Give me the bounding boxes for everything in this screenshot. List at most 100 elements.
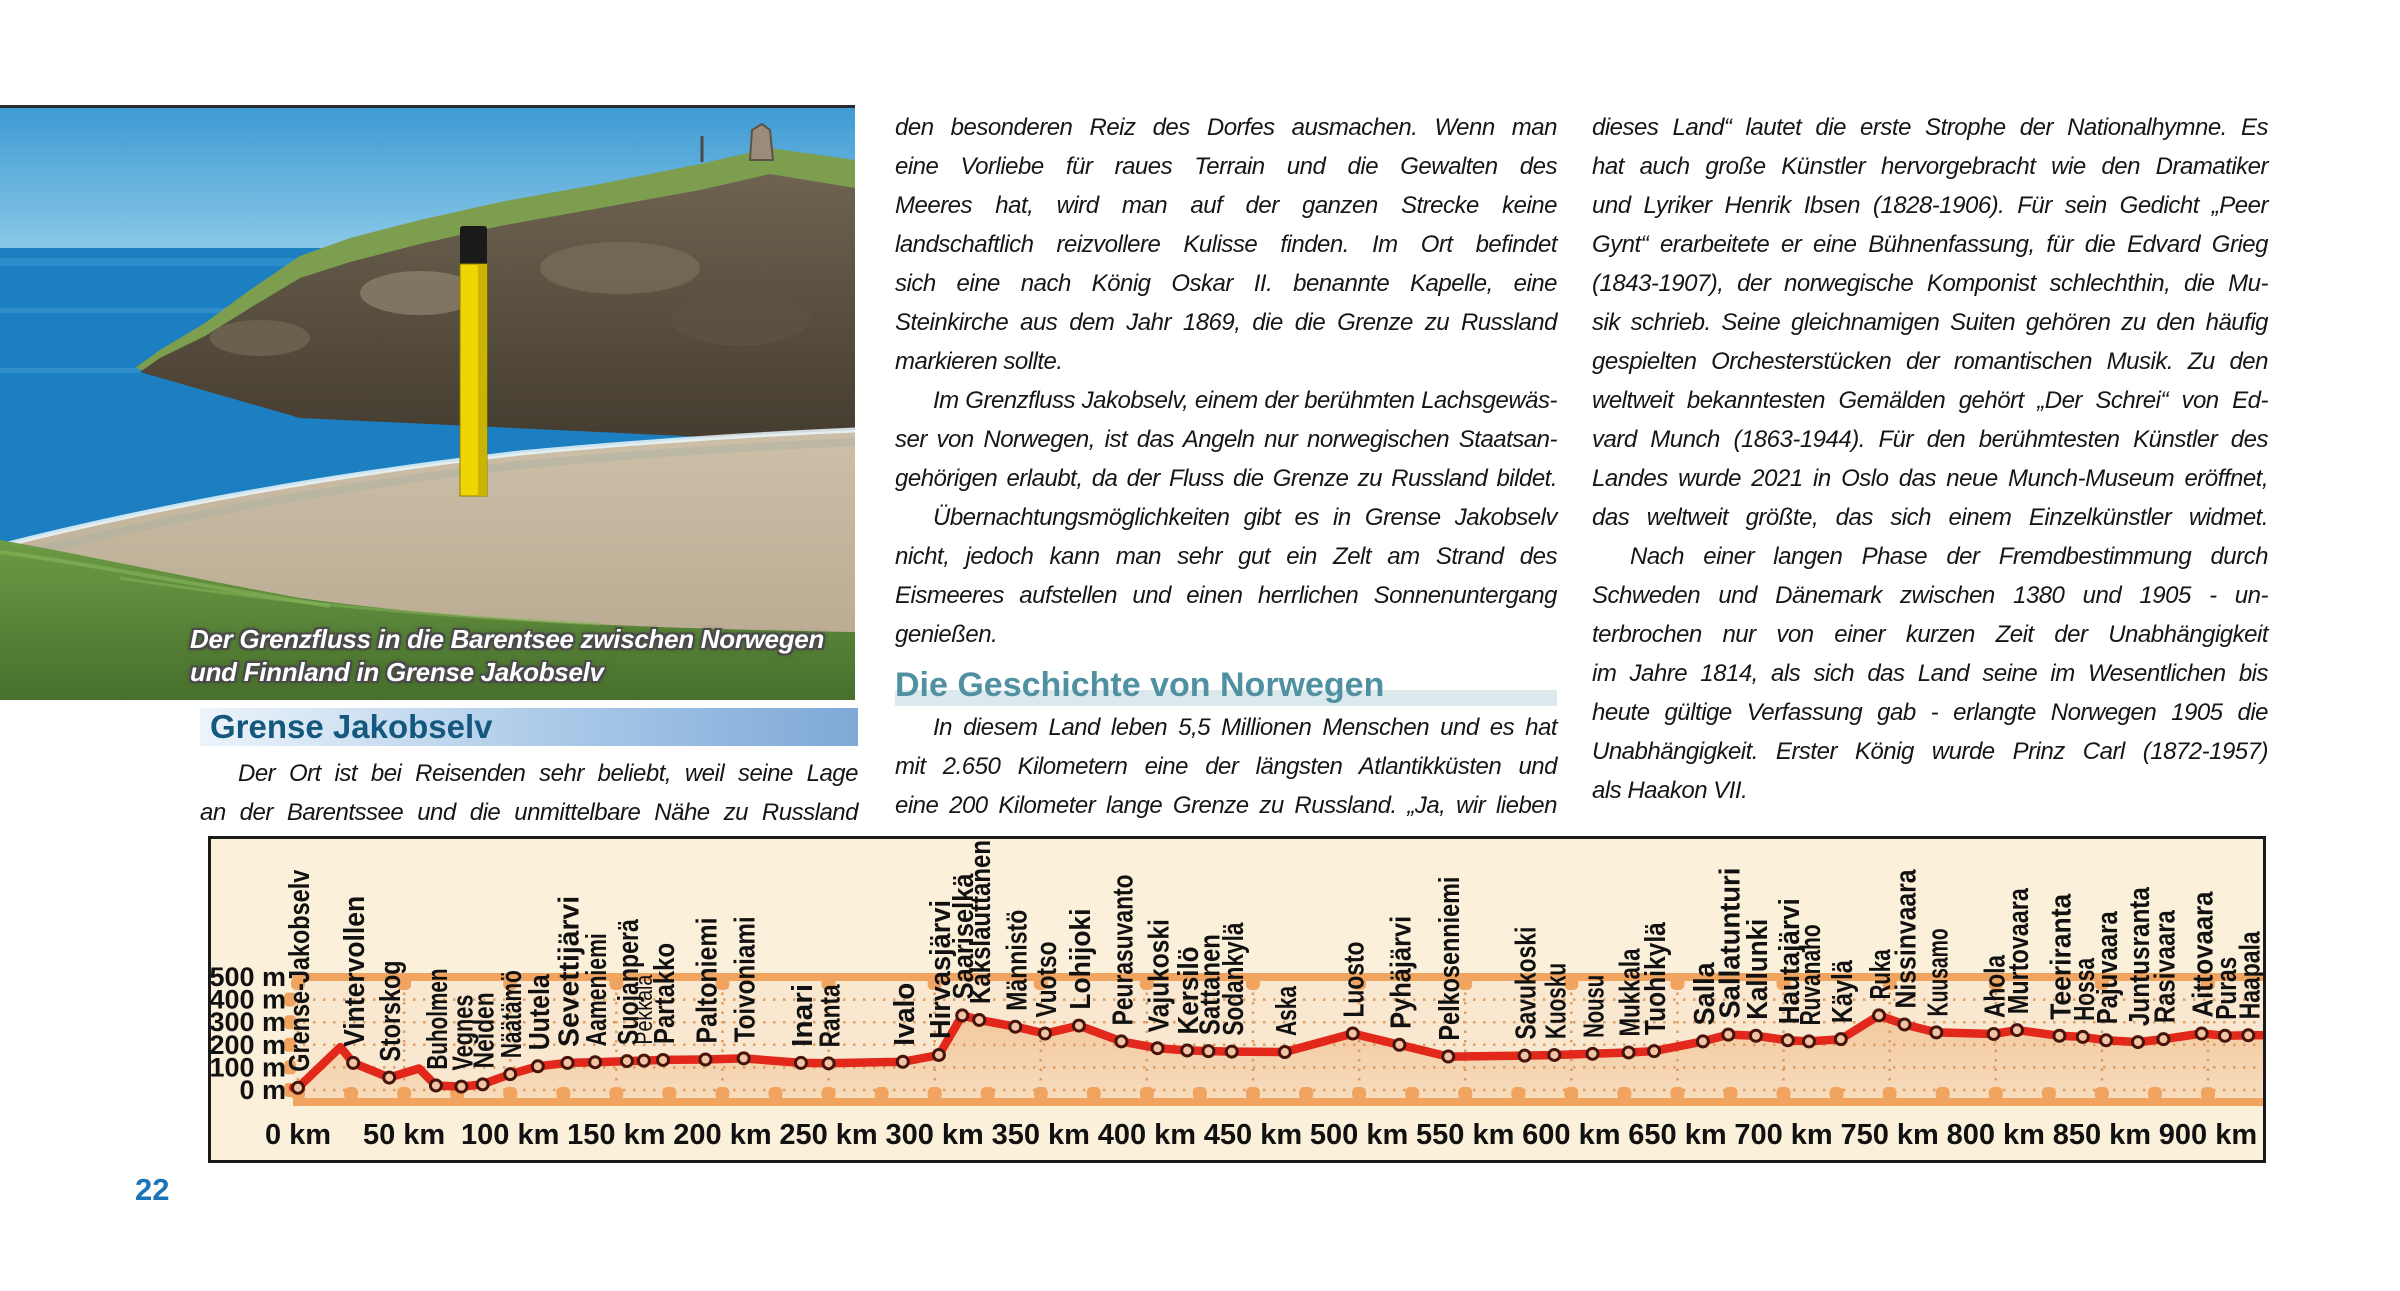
tick-500m [1033, 977, 1048, 990]
x-axis-label: 900 km [2159, 1119, 2257, 1151]
station-label: Ahola [1980, 954, 2012, 1018]
station-marker [698, 1052, 713, 1067]
station-label: Pelkosenniemi [1434, 877, 1466, 1041]
station-marker [1695, 1034, 1710, 1049]
tick-baseline [1670, 1087, 1685, 1100]
text-line: nicht, jedoch kann man sehr gut ein Zelt… [895, 543, 1558, 570]
tick-500m [1352, 977, 1367, 990]
station-marker [1038, 1026, 1053, 1041]
station-label: Hautajärvi [1774, 898, 1806, 1024]
text-line: Steinkirche aus dem Jahr 1869, die die G… [895, 309, 1558, 336]
text-line: weltweit bekanntesten Gemälden gehört „D… [1592, 387, 2269, 414]
station-label: Männistö [1001, 910, 1033, 1011]
station-label: Sallatunturi [1714, 868, 1746, 1019]
station-label: Pajuvaara [2092, 911, 2124, 1025]
station-marker [1621, 1045, 1636, 1060]
station-label: Luosto [1339, 942, 1371, 1018]
x-axis-label: 400 km [1098, 1119, 1196, 1151]
station-marker [2241, 1028, 2256, 1043]
x-axis-label: 750 km [1840, 1119, 1938, 1151]
station-label: Käylä [1827, 959, 1859, 1023]
station-label: Kuosku [1540, 963, 1572, 1039]
station-label: Vintervollen [339, 896, 371, 1047]
photo-caption-line2: und Finnland in Grense Jakobselv [190, 657, 604, 687]
station-label: Hossa [2069, 957, 2101, 1021]
text-line: Meeres hat, wird man auf der ganzen Stre… [895, 192, 1558, 219]
tick-500m [1245, 977, 1260, 990]
station-label: Pyhäjärvi [1385, 916, 1417, 1029]
tick-y-axis [284, 992, 296, 1007]
station-label: Sodankylä [1218, 922, 1250, 1036]
y-axis-label: 0 m [239, 1075, 286, 1105]
station-label: Vuotso [1031, 942, 1063, 1018]
text-line: terbrochen nur von einer kurzen Zeit der… [1592, 621, 2269, 648]
station-label: Aska [1271, 985, 1303, 1036]
y-axis-label: 100 m [211, 1052, 286, 1082]
tick-baseline [1935, 1087, 1950, 1100]
station-marker [1872, 1008, 1887, 1023]
station-label: Kakslauttanen [965, 840, 997, 1004]
station-marker [1517, 1048, 1532, 1063]
tick-baseline [609, 1087, 624, 1100]
x-axis-label: 700 km [1734, 1119, 1832, 1151]
tick-baseline [1511, 1087, 1526, 1100]
tick-baseline [662, 1087, 677, 1100]
station-label: Rasivaara [2149, 909, 2181, 1023]
tick-baseline [1829, 1087, 1844, 1100]
station-label: Ranta [815, 984, 847, 1048]
x-axis-label: 150 km [567, 1119, 665, 1151]
x-axis-label: 450 km [1204, 1119, 1302, 1151]
station-marker [1929, 1025, 1944, 1040]
station-marker [428, 1078, 443, 1093]
station-marker [1986, 1026, 2001, 1041]
tick-baseline [821, 1087, 836, 1100]
text-line: gespielten Orchesterstücken der romantis… [1592, 348, 2269, 375]
station-marker [1547, 1047, 1562, 1062]
station-label: Hirvasjärvi [925, 900, 957, 1039]
station-marker [931, 1047, 946, 1062]
text-line: den besonderen Reiz des Dorfes ausmachen… [895, 114, 1558, 141]
tick-500m [1564, 977, 1579, 990]
text-line: Unabhängigkeit. Erster König wurde Prinz… [1592, 738, 2269, 765]
x-axis-label: 550 km [1416, 1119, 1514, 1151]
station-marker [1802, 1034, 1817, 1049]
tick-baseline [1033, 1087, 1048, 1100]
station-label: Savukoski [1511, 927, 1543, 1040]
station-label: Vajukoski [1143, 919, 1175, 1032]
station-marker [1180, 1043, 1195, 1058]
station-label: Neiden [469, 992, 501, 1068]
station-label: Ivalo [889, 983, 921, 1046]
page-number: 22 [135, 1172, 170, 1207]
x-axis-label: 650 km [1628, 1119, 1726, 1151]
photo-caption: Der Grenzfluss in die Barentsee zwischen… [190, 623, 824, 689]
x-axis-label: 500 km [1310, 1119, 1408, 1151]
middle-column-text: den besonderen Reiz des Dorfes ausmachen… [895, 108, 1558, 825]
text-line: dieses Land“ lautet die erste Strophe de… [1592, 114, 2269, 141]
station-label: Aameniemi [581, 933, 613, 1046]
text-line: Der Ort ist bei Reisenden sehr beliebt, … [238, 760, 859, 787]
tick-500m [821, 977, 836, 990]
tick-500m [503, 977, 518, 990]
left-column: Grense Jakobselv Der Ort ist bei Reisend… [200, 708, 859, 832]
station-label: Haapala [2234, 931, 2263, 1020]
tick-y-axis [284, 1037, 296, 1052]
station-marker [530, 1059, 545, 1074]
text-line: sich eine nach König Oskar II. benannte … [895, 270, 1558, 297]
station-label: Sattanen [1194, 934, 1226, 1035]
coastal-photo: Der Grenzfluss in die Barentsee zwischen… [0, 105, 855, 703]
tick-500m [1458, 977, 1473, 990]
station-marker [1585, 1046, 1600, 1061]
station-label: Tuohikylä [1640, 921, 1672, 1035]
station-marker [2130, 1035, 2145, 1050]
station-label: Salla [1689, 962, 1721, 1026]
station-label: Murtovaara [2003, 887, 2035, 1014]
station-marker [793, 1055, 808, 1070]
tick-baseline [2200, 1087, 2215, 1100]
tick-baseline [874, 1087, 889, 1100]
tick-baseline [1617, 1087, 1632, 1100]
text-line: eine Vorliebe für raues Terrain und die … [895, 153, 1558, 180]
station-marker [895, 1054, 910, 1069]
x-axis-label: 0 km [265, 1119, 331, 1151]
station-marker [1071, 1018, 1086, 1033]
